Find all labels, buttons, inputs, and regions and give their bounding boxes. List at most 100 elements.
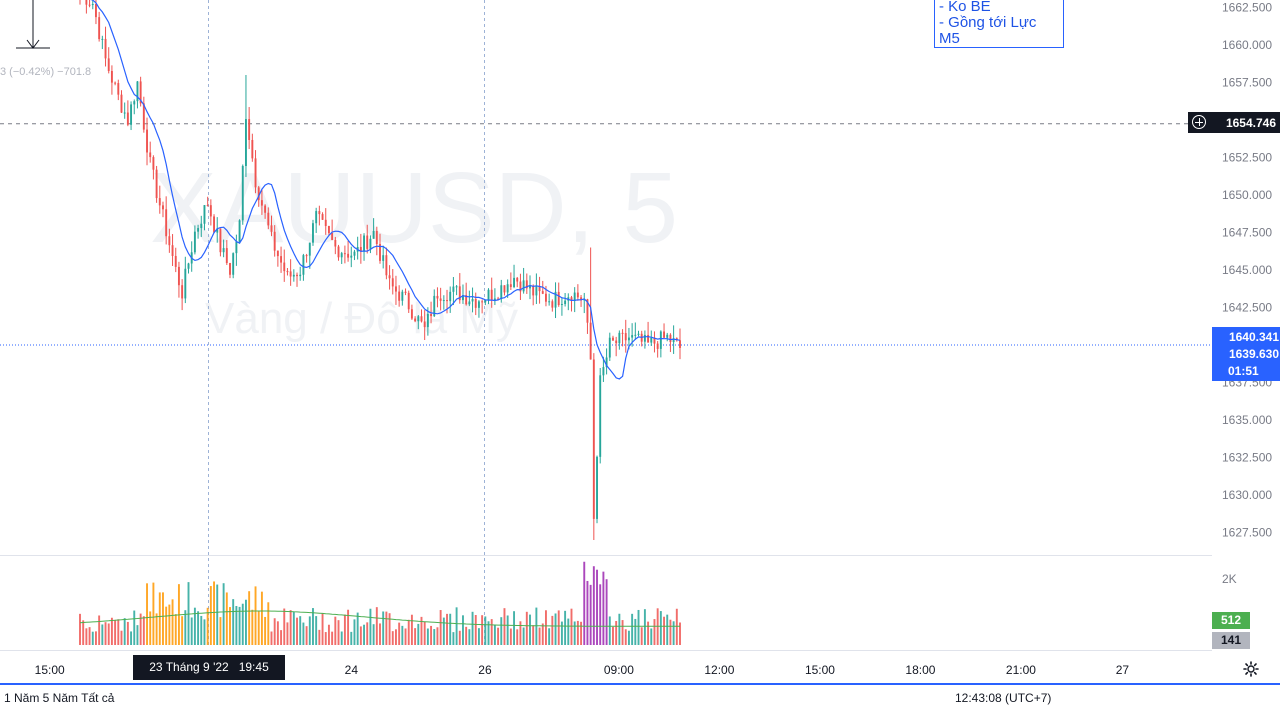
volume-bar: [229, 607, 231, 645]
range-buttons[interactable]: 1 Năm 5 Năm Tất cả: [4, 691, 115, 705]
volume-bar: [257, 610, 260, 645]
volume-bar: [162, 592, 164, 645]
volume-bar: [545, 610, 547, 645]
volume-bar: [343, 614, 346, 645]
moving-average-line: [90, 0, 681, 380]
volume-bar: [637, 609, 640, 645]
symbol-watermark: XAUUSD, 5: [150, 152, 678, 264]
volume-bar: [248, 591, 251, 645]
candle-body: [430, 313, 433, 317]
candle-body: [238, 220, 241, 242]
candle-body: [318, 211, 321, 215]
note-line-1: - Ko BE: [939, 0, 991, 15]
candle-body: [398, 291, 401, 301]
candle-body: [602, 367, 605, 376]
candle-body: [541, 291, 544, 294]
volume-bar: [235, 606, 238, 645]
volume-bar: [385, 611, 388, 645]
volume-bar: [513, 611, 515, 645]
candle-body: [621, 332, 624, 334]
volume-bar: [525, 611, 528, 645]
volume-bar: [532, 625, 535, 645]
volume-bar: [567, 618, 570, 645]
candle-body: [631, 335, 634, 338]
candle-body: [545, 293, 547, 302]
volume-bar: [398, 622, 401, 645]
candle-body: [158, 198, 161, 206]
candle-body: [647, 334, 650, 343]
candle-body: [522, 280, 525, 292]
candle-body: [152, 157, 155, 170]
candle-body: [653, 337, 656, 344]
candle-body: [213, 216, 215, 233]
candle-body: [187, 263, 190, 269]
volume-bar: [193, 607, 196, 645]
candle-body: [650, 337, 653, 343]
candle-body: [331, 233, 334, 240]
volume-bar: [308, 616, 311, 645]
crosshair-price-label: 1654.746: [1188, 112, 1280, 133]
volume-bar: [612, 626, 614, 645]
note-line-3: M5: [939, 30, 960, 47]
volume-bar: [471, 611, 474, 645]
candle-body: [85, 0, 88, 5]
candle-body: [203, 205, 206, 224]
candle-body: [133, 101, 136, 105]
candle-body: [462, 295, 464, 301]
candle-body: [395, 286, 397, 292]
volume-bar: [404, 628, 407, 645]
volume-bar: [142, 616, 145, 645]
candle-body: [385, 255, 388, 276]
volume-bar: [554, 613, 557, 645]
candle-body: [149, 152, 152, 158]
candle-body: [379, 244, 381, 261]
volume-bar: [490, 619, 493, 645]
candle-body: [612, 337, 614, 341]
volume-bar: [174, 614, 177, 645]
volume-bar: [621, 620, 624, 645]
volume-bar: [455, 607, 458, 645]
candle-body: [509, 284, 512, 288]
volume-bar: [608, 616, 611, 645]
volume-bar: [184, 610, 187, 645]
candle-body: [276, 250, 279, 257]
volume-bar: [104, 622, 107, 645]
candle-body: [599, 375, 602, 457]
y-tick-label: 1627.500: [1222, 526, 1272, 540]
candle-body: [586, 299, 589, 323]
volume-bar: [209, 586, 212, 645]
candle-body: [529, 285, 531, 289]
clock-label[interactable]: 12:43:08 (UTC+7): [955, 691, 1052, 705]
candle-body: [557, 291, 560, 306]
volume-bar: [283, 608, 286, 645]
candle-body: [353, 251, 356, 256]
volume-bar: [280, 630, 283, 645]
y-tick-label: 1660.000: [1222, 38, 1272, 52]
volume-bar: [222, 583, 225, 645]
candle-body: [232, 253, 235, 275]
volume-bar: [500, 617, 503, 645]
volume-bar: [487, 621, 490, 645]
bid-price-value: 1639.630: [1228, 347, 1279, 361]
bottom-toolbar: 1 Năm 5 Năm Tất cả 12:43:08 (UTC+7): [0, 683, 1280, 705]
candle-body: [634, 334, 637, 336]
candle-body: [177, 266, 180, 286]
candle-body: [468, 301, 471, 305]
candle-body: [95, 4, 97, 18]
plus-icon[interactable]: [1192, 115, 1206, 129]
volume-bar: [254, 586, 257, 645]
candle-body: [257, 187, 260, 201]
candle-body: [573, 292, 576, 301]
volume-bar: [114, 619, 117, 645]
candle-body: [146, 129, 148, 153]
annotation-note[interactable]: - Ko BE - Gồng tới Lực M5: [934, 0, 1064, 48]
candle-body: [369, 238, 372, 249]
volume-bar: [187, 582, 190, 645]
volume-bar: [273, 618, 276, 645]
volume-bar: [618, 613, 621, 645]
volume-bar: [468, 629, 471, 645]
gear-icon[interactable]: [1243, 661, 1259, 677]
candle-body: [117, 83, 120, 95]
volume-bar: [267, 602, 270, 645]
